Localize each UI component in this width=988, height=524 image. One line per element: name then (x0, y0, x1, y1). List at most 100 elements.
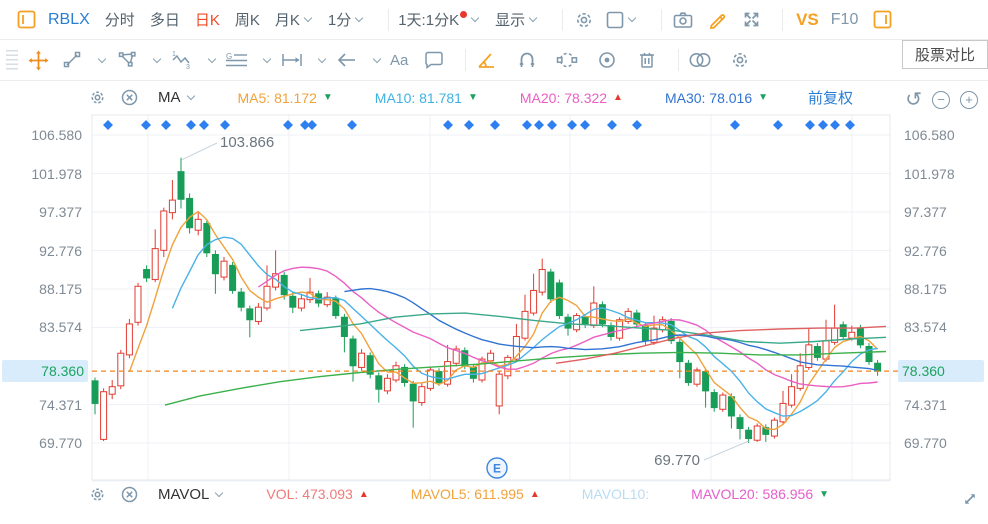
event-diamond-marker[interactable] (805, 120, 815, 130)
tab-multiday[interactable]: 多日 (149, 12, 180, 29)
ma-settings-gear-icon[interactable] (88, 89, 106, 107)
event-diamond-marker[interactable] (580, 120, 590, 130)
event-diamond-marker[interactable] (307, 120, 317, 130)
extend-line-tool-icon[interactable] (280, 48, 304, 72)
zoom-out-icon[interactable]: − (932, 90, 950, 109)
mavol-indicator-name[interactable]: MAVOL (158, 485, 210, 503)
zoom-in-icon[interactable]: + (960, 90, 978, 109)
move-tool-icon[interactable] (26, 48, 50, 72)
event-diamond-marker[interactable] (730, 120, 740, 130)
undo-icon[interactable]: ↺ (905, 89, 922, 111)
event-diamond-marker[interactable] (347, 120, 357, 130)
camera-screenshot-icon[interactable] (671, 8, 695, 32)
ma-item-2[interactable]: MA20: 78.322 ▲ (520, 90, 623, 106)
chevron-down-icon[interactable] (186, 91, 195, 101)
settings-gear-icon[interactable] (572, 8, 596, 32)
event-diamond-marker[interactable] (443, 120, 453, 130)
event-diamond-marker[interactable] (283, 120, 293, 130)
layout-select-button[interactable] (606, 11, 637, 29)
event-diamond-marker[interactable] (199, 120, 209, 130)
event-diamond-marker[interactable] (607, 120, 617, 130)
divider (661, 8, 663, 31)
text-tool[interactable]: Aa (390, 51, 409, 69)
mavol-item-2[interactable]: MAVOL10: (582, 486, 649, 502)
ma-close-icon[interactable] (120, 89, 138, 107)
mavol-item-3[interactable]: MAVOL20: 586.956 ▼ (691, 486, 829, 502)
chevron-down-icon[interactable] (215, 488, 224, 497)
composite-period-button[interactable]: 1天:1分K (398, 9, 480, 30)
event-diamond-marker[interactable] (300, 120, 310, 130)
mavol-close-icon[interactable] (120, 485, 138, 503)
event-diamond-marker[interactable] (845, 120, 855, 130)
continuous-draw-icon[interactable] (555, 48, 579, 72)
mavol-item-1[interactable]: MAVOL5: 611.995 ▲ (411, 486, 540, 502)
candle-body (452, 348, 460, 364)
f10-info-button[interactable]: F10 (830, 10, 859, 28)
event-diamond-marker[interactable] (773, 120, 783, 130)
ma-line-MA30 (344, 287, 878, 371)
candle-body (168, 199, 176, 214)
comment-bubble-icon[interactable] (422, 48, 446, 72)
candle-body (134, 285, 142, 323)
forward-adjust-button[interactable]: 前复权 (808, 90, 854, 107)
angle-tool-icon[interactable] (475, 48, 499, 72)
ma-value: MA10: 81.781 (374, 89, 462, 106)
earnings-marker[interactable] (486, 457, 508, 479)
tab-daily-k[interactable]: 日K (194, 12, 220, 29)
tab-monthly-k[interactable]: 月K (275, 9, 313, 30)
candle-body (702, 371, 710, 392)
vs-compare-button[interactable]: VS (796, 9, 819, 29)
event-diamond-marker[interactable] (220, 120, 230, 130)
draw-settings-gear-icon[interactable] (728, 48, 752, 72)
right-panel-icon[interactable] (870, 8, 894, 32)
candle-body (865, 346, 873, 363)
tab-1min[interactable]: 1分 (328, 9, 364, 30)
tab-minute[interactable]: 分时 (104, 12, 135, 29)
down-arrow-icon: ▼ (758, 92, 769, 103)
event-diamond-marker[interactable] (567, 120, 577, 130)
mavol-item-0[interactable]: VOL: 473.093 ▲ (266, 486, 368, 502)
ma-item-3[interactable]: MA30: 78.016 ▼ (665, 90, 768, 106)
event-diamond-marker[interactable] (534, 120, 544, 130)
arrow-tool-icon[interactable] (335, 48, 359, 72)
event-diamond-marker[interactable] (522, 120, 532, 130)
event-diamond-marker[interactable] (632, 120, 642, 130)
mavol-settings-gear-icon[interactable] (88, 485, 106, 503)
event-diamond-marker[interactable] (103, 120, 113, 130)
event-diamond-marker[interactable] (490, 120, 500, 130)
event-diamond-marker[interactable] (830, 120, 840, 130)
ma-item-1[interactable]: MA10: 81.781 ▼ (375, 90, 478, 106)
event-diamond-marker[interactable] (141, 120, 151, 130)
ma-values: MA5: 81.172 ▼ MA10: 81.781 ▼ MA20: 78.322 ▲ MA… (196, 90, 769, 106)
event-diamond-marker[interactable] (818, 120, 828, 130)
tab-weekly-k[interactable]: 周K (234, 12, 260, 29)
event-diamond-marker[interactable] (547, 120, 557, 130)
candle-body (229, 264, 237, 291)
delete-drawings-icon[interactable] (635, 48, 659, 72)
candle-body (745, 429, 753, 440)
ma-indicator-name[interactable]: MA (158, 89, 181, 106)
draw-pencil-icon[interactable] (705, 8, 729, 32)
fullscreen-expand-icon[interactable] (739, 8, 763, 32)
candle-body (469, 366, 477, 379)
trendline-tool-icon[interactable] (60, 48, 84, 72)
toolbar-drag-handle[interactable] (6, 50, 18, 70)
symbol-label[interactable]: RBLX (48, 10, 90, 28)
event-diamond-marker[interactable] (464, 120, 474, 130)
event-diamond-marker[interactable] (186, 120, 196, 130)
event-diamond-marker[interactable] (161, 120, 171, 130)
show-hide-drawings-icon[interactable] (595, 48, 619, 72)
price-tick: 97.377 (39, 204, 82, 220)
compare-tooltip: 股票对比 (901, 40, 988, 69)
volume-indicator-bar: MAVOL VOL: 473.093 ▲ MAVOL5: 611.995 ▲ MAVOL… (88, 485, 988, 503)
display-menu-button[interactable]: 显示 (495, 9, 538, 30)
expand-pane-icon[interactable] (960, 489, 980, 514)
ma-item-0[interactable]: MA5: 81.172 ▼ (238, 90, 333, 106)
left-panel-icon[interactable] (14, 8, 38, 32)
gann-lines-tool-icon[interactable]: G (225, 48, 249, 72)
magnet-snap-icon[interactable] (515, 48, 539, 72)
overlay-compare-icon[interactable] (688, 48, 712, 72)
shape-tool-icon[interactable] (115, 48, 139, 72)
